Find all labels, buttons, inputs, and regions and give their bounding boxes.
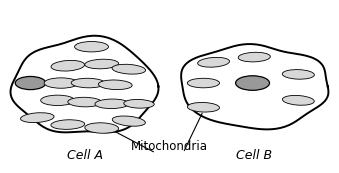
Ellipse shape	[282, 70, 314, 79]
Ellipse shape	[98, 80, 132, 90]
Ellipse shape	[85, 123, 119, 133]
Ellipse shape	[51, 120, 85, 129]
Polygon shape	[11, 36, 158, 132]
Ellipse shape	[95, 99, 129, 109]
Ellipse shape	[236, 76, 270, 90]
Ellipse shape	[51, 60, 85, 71]
Ellipse shape	[75, 42, 108, 52]
Ellipse shape	[112, 116, 145, 126]
Ellipse shape	[71, 78, 105, 88]
Ellipse shape	[187, 78, 220, 88]
Polygon shape	[181, 44, 328, 129]
Ellipse shape	[238, 52, 270, 62]
Text: Cell B: Cell B	[236, 149, 272, 162]
Ellipse shape	[282, 95, 314, 105]
Ellipse shape	[85, 59, 119, 69]
Ellipse shape	[15, 76, 46, 90]
Ellipse shape	[198, 57, 230, 67]
Ellipse shape	[124, 99, 154, 108]
Ellipse shape	[44, 78, 78, 88]
Text: Cell A: Cell A	[67, 149, 103, 162]
Ellipse shape	[68, 97, 102, 107]
Ellipse shape	[41, 95, 75, 106]
Text: Mitochondria: Mitochondria	[131, 140, 208, 153]
Ellipse shape	[21, 113, 54, 122]
Ellipse shape	[187, 102, 219, 112]
Ellipse shape	[112, 64, 145, 74]
